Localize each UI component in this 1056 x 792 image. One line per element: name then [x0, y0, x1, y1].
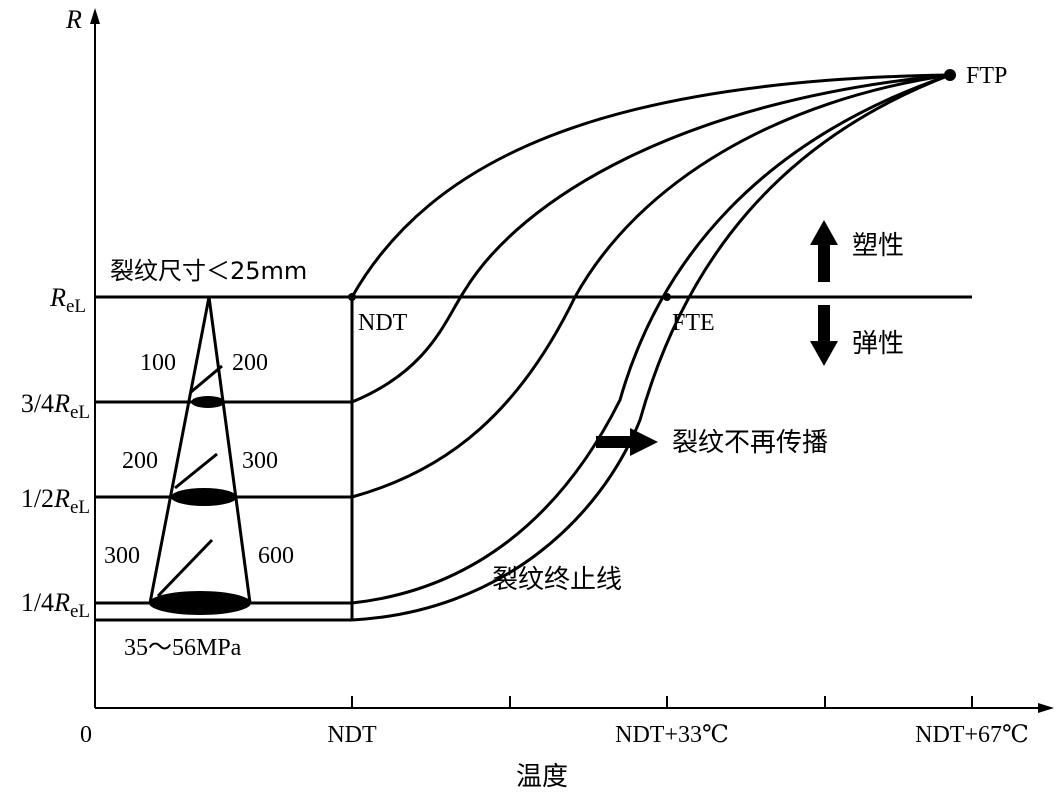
y-axis-arrow [90, 8, 100, 24]
curve-base [351, 73, 951, 622]
origin-label: 0 [80, 722, 92, 748]
y-axis-label: R [65, 5, 82, 34]
fte-point [663, 293, 671, 301]
cone-hatch [190, 364, 223, 394]
cone-label-right-3: 600 [258, 543, 294, 569]
cone-label-right-2: 300 [242, 448, 278, 474]
cone-ellipse-small [191, 396, 225, 408]
x-tick-label-ndt67: NDT+67℃ [915, 722, 1029, 748]
x-tick-label-ndt: NDT [327, 722, 377, 748]
stress-label-3-4: 3/4ReL [21, 389, 90, 423]
cone-label-left-2: 200 [122, 448, 158, 474]
elastic-arrow-icon [810, 305, 838, 366]
x-axis-arrow [1038, 703, 1054, 713]
cone-label-left-3: 300 [104, 543, 140, 569]
curve-1-4 [351, 73, 951, 605]
cone-label-left-1: 100 [140, 350, 176, 376]
cone-hatch [174, 452, 218, 490]
curve-rel [350, 73, 951, 298]
curve-3-4 [351, 73, 951, 404]
crack-size-label: 裂纹尺寸＜25mm [110, 257, 307, 285]
axes [90, 8, 1054, 713]
x-tick-label-ndt33: NDT+33℃ [615, 722, 729, 748]
ndt-point [348, 293, 356, 301]
ftp-point-label: FTP [966, 63, 1007, 89]
stress-range-label: 35～56MPa [124, 635, 242, 661]
crack-size-cone [148, 296, 252, 615]
no-propagation-label: 裂纹不再传播 [672, 428, 828, 458]
cone-ellipse-large [149, 591, 251, 615]
stress-label-1-2: 1/2ReL [21, 484, 90, 518]
curve-1-2 [351, 73, 951, 499]
plastic-arrow-icon [810, 220, 838, 282]
arrest-line-label: 裂纹终止线 [492, 565, 622, 595]
cone-right-edge [207, 296, 252, 604]
ftp-point [944, 69, 956, 81]
elastic-label: 弹性 [852, 329, 904, 359]
cone-ellipse-medium [171, 488, 237, 506]
cone-left-edge [148, 296, 211, 604]
stress-label-rel: ReL [49, 283, 86, 317]
fte-point-label: FTE [672, 310, 715, 336]
arrest-curves [350, 73, 951, 622]
plastic-label: 塑性 [852, 231, 904, 261]
right-arrow-icon [596, 428, 658, 456]
cone-hatch [156, 538, 214, 598]
stress-label-1-4: 1/4ReL [21, 588, 90, 622]
x-axis-label: 温度 [516, 762, 568, 792]
cone-label-right-1: 200 [232, 350, 268, 376]
ndt-point-label: NDT [358, 310, 408, 336]
